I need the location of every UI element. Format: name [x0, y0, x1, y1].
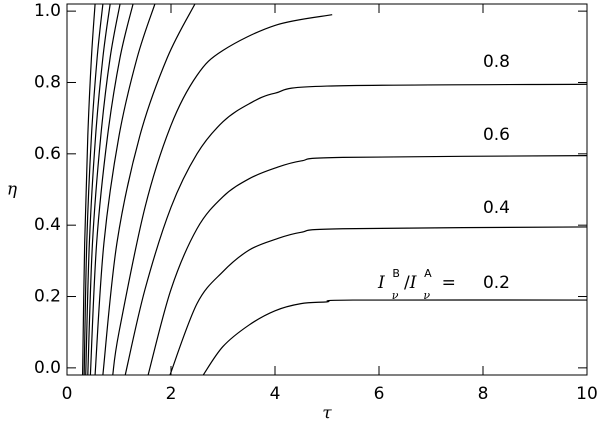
y-tick-label: 0.2: [34, 287, 61, 307]
x-tick-label: 8: [478, 384, 489, 404]
curve: [202, 299, 587, 375]
curve: [94, 4, 156, 375]
curve-label: 0.4: [483, 198, 510, 218]
curve-label: 0.8: [483, 52, 510, 72]
y-tick-label: 0.0: [34, 358, 61, 378]
ratio-part: I: [409, 273, 417, 293]
curve: [112, 14, 333, 375]
x-tick-label: 10: [576, 384, 598, 404]
curve: [83, 4, 104, 375]
curve: [124, 83, 587, 375]
curve: [102, 4, 196, 375]
curve: [169, 226, 587, 375]
curve: [89, 4, 134, 375]
ratio-label: IνB/IνA =: [377, 267, 456, 302]
curve: [147, 155, 587, 375]
ratio-part: I: [377, 273, 385, 293]
y-axis-label: η: [7, 180, 18, 200]
ratio-part: /: [404, 273, 410, 293]
x-tick-label: 4: [270, 384, 281, 404]
y-tick-label: 1.0: [34, 1, 61, 21]
curves: [82, 4, 587, 375]
x-axis-label: τ: [322, 404, 332, 424]
ratio-part: A: [424, 267, 432, 280]
ratio-part: ν: [392, 289, 399, 302]
plot-frame: [66, 3, 588, 376]
curve-label: 0.6: [483, 125, 510, 145]
x-tick-label: 0: [62, 384, 73, 404]
x-tick-label: 2: [166, 384, 177, 404]
curve: [85, 4, 111, 375]
x-tick-label: 6: [374, 384, 385, 404]
y-tick-label: 0.8: [34, 72, 61, 92]
ratio-part: B: [392, 267, 400, 280]
curve: [82, 4, 96, 375]
curve: [87, 4, 121, 375]
y-tick-label: 0.6: [34, 144, 61, 164]
ratio-part: ν: [423, 289, 430, 302]
y-tick-label: 0.4: [34, 215, 61, 235]
curve-label: 0.2: [483, 273, 510, 293]
ratio-part: =: [442, 273, 456, 293]
